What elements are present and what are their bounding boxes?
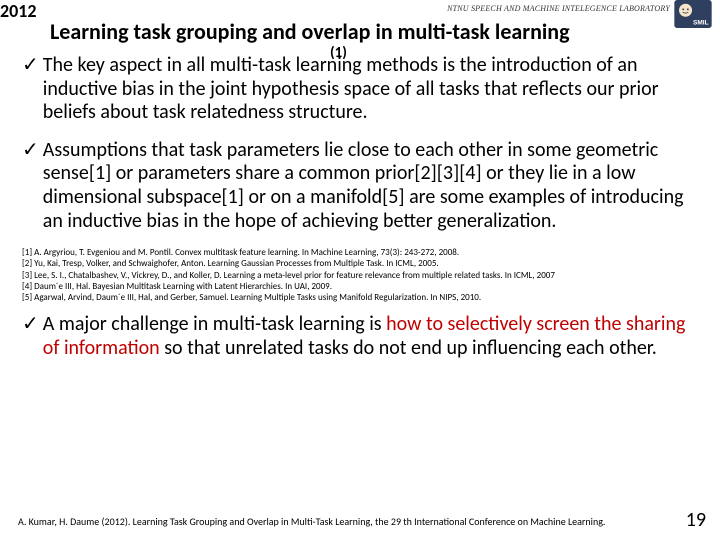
bullet-item: ✓ The key aspect in all multi-task learn…: [22, 54, 704, 125]
reference-item: [1] A. Argyriou, T. Evgeniou and M. Pont…: [22, 247, 704, 258]
bullet-text: The key aspect in all multi-task learnin…: [43, 54, 704, 125]
logo-text: SMIL: [693, 19, 709, 26]
footer-citation: A. Kumar, H. Daume (2012). Learning Task…: [18, 515, 660, 528]
year-badge: 2012: [0, 0, 37, 22]
bullet-text-pre: A major challenge in multi-task learning…: [43, 312, 386, 336]
slide: 2012 NTNU SPEECH AND MACHINE INTELEGENCE…: [0, 0, 720, 540]
slide-body: ✓ The key aspect in all multi-task learn…: [22, 54, 704, 375]
bullet-item: ✓ A major challenge in multi-task learni…: [22, 313, 704, 360]
checkmark-icon: ✓: [22, 139, 39, 162]
slide-title: Learning task grouping and overlap in mu…: [50, 18, 690, 45]
reference-item: [4] Daum´e III, Hal. Bayesian Multitask …: [22, 281, 704, 292]
bullet-item: ✓ Assumptions that task parameters lie c…: [22, 139, 704, 233]
reference-item: [2] Yu, Kai, Tresp, Volker, and Schwaigh…: [22, 258, 704, 269]
bullet-text-post: so that unrelated tasks do not end up in…: [160, 336, 657, 360]
page-number: 19: [686, 508, 706, 532]
reference-item: [5] Agarwal, Arvind, Daum´e III, Hal, an…: [22, 292, 704, 303]
lab-name: NTNU SPEECH AND MACHINE INTELEGENCE LABO…: [447, 4, 670, 13]
checkmark-icon: ✓: [22, 54, 39, 77]
bullet-text: A major challenge in multi-task learning…: [43, 313, 704, 360]
reference-list: [1] A. Argyriou, T. Evgeniou and M. Pont…: [22, 247, 704, 303]
reference-item: [3] Lee, S. I., Chatalbashev, V., Vickre…: [22, 270, 704, 281]
bullet-text: Assumptions that task parameters lie clo…: [43, 139, 704, 233]
checkmark-icon: ✓: [22, 313, 39, 336]
